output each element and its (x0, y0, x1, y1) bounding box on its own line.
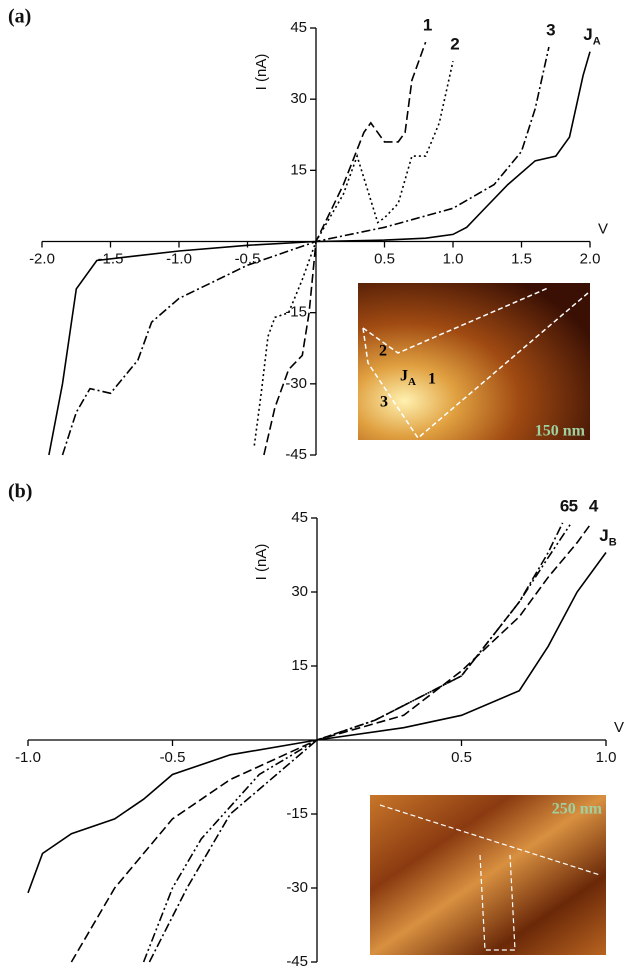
series-label: 6 (560, 496, 569, 515)
y-tick-label: 15 (291, 657, 308, 674)
series-label: JA (583, 25, 600, 47)
y-tick-label: -45 (286, 953, 308, 969)
y-tick-label: 15 (290, 161, 307, 178)
figure: (a)2JA13150 nmVI (nA)-2.0-1.5-1.0-0.50.5… (0, 0, 634, 969)
x-axis-label: V (614, 719, 624, 736)
x-tick-label: 0.5 (374, 250, 395, 267)
y-tick-label: 30 (291, 583, 308, 600)
x-tick-label: 2.0 (580, 250, 601, 267)
inset-label-sub: A (408, 376, 416, 388)
x-tick-label: 1.0 (443, 250, 464, 267)
series-label-sub: A (593, 36, 601, 48)
inset-label: 1 (428, 371, 436, 388)
y-tick-label: -45 (285, 446, 307, 463)
y-tick-label: 30 (290, 90, 307, 107)
y-tick-label: 45 (291, 509, 308, 526)
x-tick-label: -1.0 (166, 250, 192, 267)
x-tick-label: 1.0 (596, 749, 617, 766)
inset-label: 3 (380, 394, 388, 411)
inset-label: 2 (379, 343, 387, 360)
y-tick-label: -15 (286, 805, 308, 822)
x-tick-label: -2.0 (29, 250, 55, 267)
x-tick-label: -0.5 (160, 749, 186, 766)
series-label: JB (599, 526, 616, 548)
scale-label: 150 nm (535, 423, 586, 440)
x-tick-label: 1.5 (511, 250, 532, 267)
series-label: 2 (450, 35, 459, 54)
y-tick-label: 45 (290, 19, 307, 36)
x-axis-label: V (598, 220, 608, 237)
inset-image (358, 283, 590, 440)
series-label: 4 (589, 496, 599, 515)
inset-image (370, 795, 606, 955)
y-axis-label: I (nA) (253, 54, 270, 91)
x-tick-label: 0.5 (451, 749, 472, 766)
y-tick-label: -30 (286, 879, 308, 896)
scale-label: 250 nm (552, 801, 603, 818)
y-tick-label: -30 (285, 375, 307, 392)
y-axis-label: I (nA) (253, 544, 270, 581)
series-label: 5 (569, 496, 578, 515)
panel-label: (a) (8, 6, 31, 28)
series-label: 1 (423, 16, 432, 35)
panel-label: (b) (8, 481, 32, 503)
x-tick-label: -1.0 (15, 749, 41, 766)
series-label: 3 (546, 20, 555, 39)
series-label-sub: B (609, 536, 617, 548)
